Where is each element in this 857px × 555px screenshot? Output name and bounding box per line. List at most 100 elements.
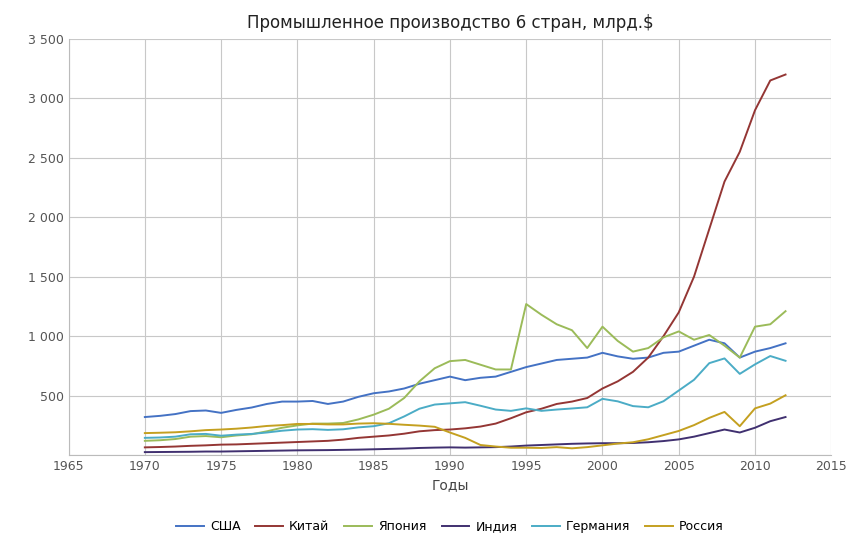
Индия xyxy=(338,447,348,453)
Россия xyxy=(231,425,242,432)
США xyxy=(323,401,333,407)
США xyxy=(216,410,226,416)
Япония xyxy=(155,437,165,443)
Россия xyxy=(719,408,729,415)
Индия xyxy=(689,433,699,440)
Япония xyxy=(414,378,424,385)
США xyxy=(490,374,500,380)
Китай xyxy=(781,71,791,78)
Россия xyxy=(460,435,470,441)
США xyxy=(674,349,684,355)
Япония xyxy=(506,366,516,373)
Япония xyxy=(140,437,150,444)
Германия xyxy=(521,405,531,412)
Индия xyxy=(628,440,638,446)
Индия xyxy=(323,447,333,453)
Германия xyxy=(369,423,379,430)
Line: США: США xyxy=(145,340,786,417)
X-axis label: Годы: Годы xyxy=(431,478,469,492)
США xyxy=(399,385,410,392)
США xyxy=(292,398,303,405)
Япония xyxy=(536,311,547,318)
Япония xyxy=(445,358,455,365)
США xyxy=(476,375,486,381)
Россия xyxy=(506,445,516,451)
Китай xyxy=(658,333,668,340)
Китай xyxy=(429,427,440,433)
Китай xyxy=(734,149,745,155)
Индия xyxy=(781,413,791,420)
Германия xyxy=(140,435,150,441)
Япония xyxy=(231,432,242,439)
Индия xyxy=(719,426,729,433)
Китай xyxy=(628,369,638,375)
Китай xyxy=(582,395,592,401)
Россия xyxy=(704,415,715,421)
Китай xyxy=(566,398,577,405)
США xyxy=(155,412,165,419)
Германия xyxy=(384,420,394,427)
Япония xyxy=(552,321,562,327)
США xyxy=(308,397,318,404)
Россия xyxy=(353,420,363,427)
Германия xyxy=(536,407,547,414)
Германия xyxy=(643,404,653,411)
Германия xyxy=(490,406,500,413)
США xyxy=(338,398,348,405)
Германия xyxy=(750,361,760,367)
Индия xyxy=(597,440,608,447)
Китай xyxy=(552,401,562,407)
Германия xyxy=(292,426,303,433)
США xyxy=(643,354,653,361)
Китай xyxy=(399,430,410,437)
Россия xyxy=(643,436,653,443)
Китай xyxy=(445,426,455,433)
США xyxy=(536,360,547,367)
США xyxy=(384,388,394,395)
Япония xyxy=(277,425,287,431)
Россия xyxy=(155,430,165,436)
Россия xyxy=(384,421,394,427)
Германия xyxy=(658,398,668,405)
Россия xyxy=(521,445,531,451)
Китай xyxy=(247,441,257,447)
Индия xyxy=(460,444,470,451)
США xyxy=(261,401,272,407)
Title: Промышленное производство 6 стран, млрд.$: Промышленное производство 6 стран, млрд.… xyxy=(247,14,653,32)
США xyxy=(171,411,181,417)
Россия xyxy=(476,442,486,448)
Россия xyxy=(750,405,760,412)
Германия xyxy=(765,353,776,360)
Япония xyxy=(765,321,776,327)
Япония xyxy=(658,334,668,341)
Япония xyxy=(201,433,211,440)
Япония xyxy=(384,405,394,412)
Китай xyxy=(536,405,547,412)
Россия xyxy=(247,424,257,431)
Германия xyxy=(781,357,791,364)
США xyxy=(704,336,715,343)
Китай xyxy=(185,442,195,449)
Германия xyxy=(689,376,699,383)
Индия xyxy=(658,438,668,445)
США xyxy=(628,355,638,362)
Line: Япония: Япония xyxy=(145,304,786,441)
Индия xyxy=(704,430,715,436)
США xyxy=(719,340,729,347)
Германия xyxy=(719,355,729,362)
США xyxy=(247,404,257,411)
Россия xyxy=(658,432,668,438)
Индия xyxy=(384,446,394,452)
Индия xyxy=(506,443,516,450)
Китай xyxy=(384,432,394,439)
Япония xyxy=(704,332,715,339)
Line: Китай: Китай xyxy=(145,74,786,447)
Германия xyxy=(734,371,745,377)
Германия xyxy=(216,432,226,439)
Китай xyxy=(201,442,211,448)
Россия xyxy=(292,421,303,427)
Китай xyxy=(292,438,303,445)
Россия xyxy=(597,442,608,448)
Япония xyxy=(308,420,318,427)
США xyxy=(140,413,150,420)
